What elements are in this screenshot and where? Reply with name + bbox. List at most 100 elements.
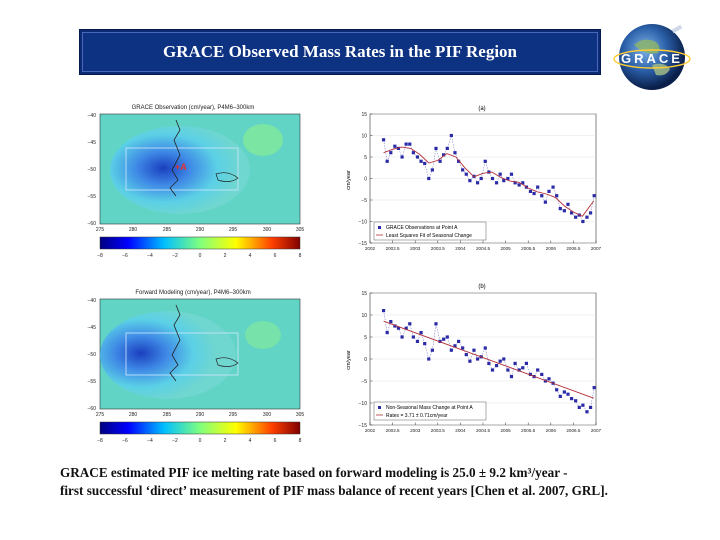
x-tick-label: 2006.5 bbox=[566, 428, 580, 433]
data-point bbox=[434, 322, 438, 326]
data-point bbox=[423, 161, 427, 166]
data-point bbox=[498, 359, 502, 363]
x-tick-label: 2005 bbox=[500, 246, 511, 251]
caption: GRACE estimated PIF ice melting rate bas… bbox=[60, 464, 700, 500]
data-point bbox=[487, 361, 491, 365]
slide-title: GRACE Observed Mass Rates in the PIF Reg… bbox=[82, 32, 598, 72]
data-point bbox=[528, 189, 533, 193]
x-tick-label: 2003 bbox=[410, 428, 421, 433]
data-point bbox=[536, 185, 540, 189]
data-point bbox=[569, 397, 574, 401]
data-point bbox=[490, 368, 495, 372]
y-tick-label: 15 bbox=[361, 112, 367, 118]
colorbar-tick: −6 bbox=[122, 253, 128, 259]
y-tick-label: −10 bbox=[359, 220, 368, 226]
colorbar-tick: 2 bbox=[224, 253, 227, 259]
satellite-icon bbox=[671, 24, 683, 34]
data-point bbox=[502, 179, 506, 183]
x-tick-label: 2004.5 bbox=[476, 246, 490, 251]
data-point bbox=[513, 181, 517, 185]
map-y-tick: −45 bbox=[88, 140, 97, 146]
data-point bbox=[588, 405, 593, 409]
colorbar-tick: 4 bbox=[249, 438, 252, 444]
data-point bbox=[498, 172, 502, 176]
data-point bbox=[430, 168, 434, 172]
fit-line bbox=[383, 320, 594, 399]
data-point bbox=[555, 194, 559, 198]
legend: GRACE Observations at Point A Least Squa… bbox=[373, 221, 487, 241]
map-x-tick: 300 bbox=[263, 412, 272, 418]
map-x-tick: 275 bbox=[96, 412, 105, 418]
x-tick-label: 2006.5 bbox=[566, 246, 580, 251]
colorbar-ticks: −8 −6 −4 −2 0 2 4 6 8 bbox=[97, 253, 301, 259]
data-point bbox=[479, 176, 483, 181]
x-tick-label: 2006 bbox=[546, 246, 557, 251]
y-tick-label: 10 bbox=[361, 134, 367, 140]
colorbar-tick: 8 bbox=[299, 253, 302, 259]
data-point bbox=[540, 194, 544, 198]
data-point bbox=[513, 361, 517, 365]
map-x-tick: 295 bbox=[229, 412, 238, 418]
data-point bbox=[415, 339, 420, 343]
map-y-ticks: −40 −45 −50 −55 −60 bbox=[88, 298, 97, 412]
data-point bbox=[389, 320, 393, 324]
data-point bbox=[521, 366, 525, 370]
data-point bbox=[490, 176, 495, 181]
data-point bbox=[562, 390, 566, 394]
data-point bbox=[574, 215, 578, 219]
data-point bbox=[581, 219, 585, 224]
x-tick-label: 2005.5 bbox=[521, 246, 535, 251]
map-x-tick: 305 bbox=[296, 412, 305, 418]
map-x-ticks: 275 280 285 290 295 300 305 bbox=[96, 227, 305, 233]
data-point bbox=[385, 331, 389, 335]
y-ticks: 15 10 5 0 −5 −10 −15 bbox=[359, 291, 373, 429]
map-y-tick: −60 bbox=[88, 406, 97, 412]
x-tick-label: 2007 bbox=[591, 246, 602, 251]
x-tick-label: 2004 bbox=[455, 428, 466, 433]
colorbar-tick: −4 bbox=[147, 438, 153, 444]
map-x-ticks: 275 280 285 290 295 300 305 bbox=[96, 412, 305, 418]
data-point bbox=[483, 346, 487, 350]
data-point bbox=[456, 339, 461, 343]
map-x-tick: 305 bbox=[296, 227, 305, 233]
legend-label: GRACE Observations at Point A bbox=[386, 225, 458, 231]
data-point bbox=[438, 159, 442, 163]
y-tick-label: 5 bbox=[364, 335, 367, 341]
data-point bbox=[442, 153, 446, 157]
x-tick-label: 2005 bbox=[500, 428, 511, 433]
data-point bbox=[381, 138, 386, 142]
data-point bbox=[487, 170, 491, 174]
data-point bbox=[404, 326, 408, 330]
data-point bbox=[393, 144, 397, 148]
data-point bbox=[517, 368, 521, 372]
data-point bbox=[569, 211, 574, 215]
data-point bbox=[543, 200, 547, 204]
map-y-tick: −45 bbox=[88, 325, 97, 331]
data-point bbox=[461, 168, 465, 172]
title-banner: GRACE Observed Mass Rates in the PIF Reg… bbox=[79, 29, 601, 75]
data-point bbox=[385, 159, 389, 163]
data-point bbox=[453, 151, 457, 155]
panel-label: (b) bbox=[478, 284, 485, 290]
x-tick-label: 2003.5 bbox=[431, 428, 445, 433]
legend-label: Least Squares Fit of Seasonal Change bbox=[386, 233, 472, 239]
legend-marker bbox=[378, 226, 381, 229]
colorbar-tick: 0 bbox=[199, 253, 202, 259]
data-point bbox=[588, 211, 593, 215]
data-point bbox=[445, 335, 449, 339]
map-y-tick: −50 bbox=[88, 167, 97, 173]
legend-label: Non-Seasonal Mass Change at Point A bbox=[386, 405, 473, 411]
data-point bbox=[400, 155, 404, 159]
data-point bbox=[464, 353, 468, 357]
map-y-tick: −40 bbox=[88, 113, 97, 119]
panel-label: (a) bbox=[478, 106, 485, 112]
colorbar-tick: −2 bbox=[172, 253, 178, 259]
colorbar-tick: −8 bbox=[97, 253, 103, 259]
data-point bbox=[517, 183, 521, 187]
series-marks bbox=[381, 133, 596, 224]
x-tick-label: 2004.5 bbox=[476, 428, 490, 433]
y-tick-label: 10 bbox=[361, 313, 367, 319]
data-point bbox=[427, 176, 431, 181]
map-title: GRACE Observation (cm/year), P4M6–300km bbox=[132, 105, 255, 111]
data-point bbox=[442, 337, 446, 341]
